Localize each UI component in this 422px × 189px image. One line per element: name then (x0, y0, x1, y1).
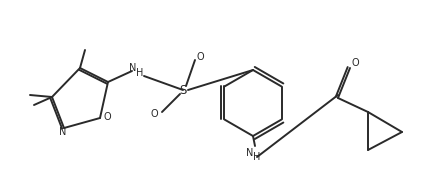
Text: O: O (351, 58, 359, 68)
Text: N: N (129, 63, 137, 73)
Text: O: O (103, 112, 111, 122)
Text: O: O (196, 52, 204, 62)
Text: N: N (246, 148, 254, 158)
Text: O: O (150, 109, 158, 119)
Text: S: S (179, 84, 187, 97)
Text: N: N (60, 127, 67, 137)
Text: H: H (136, 68, 143, 78)
Text: H: H (253, 152, 261, 162)
